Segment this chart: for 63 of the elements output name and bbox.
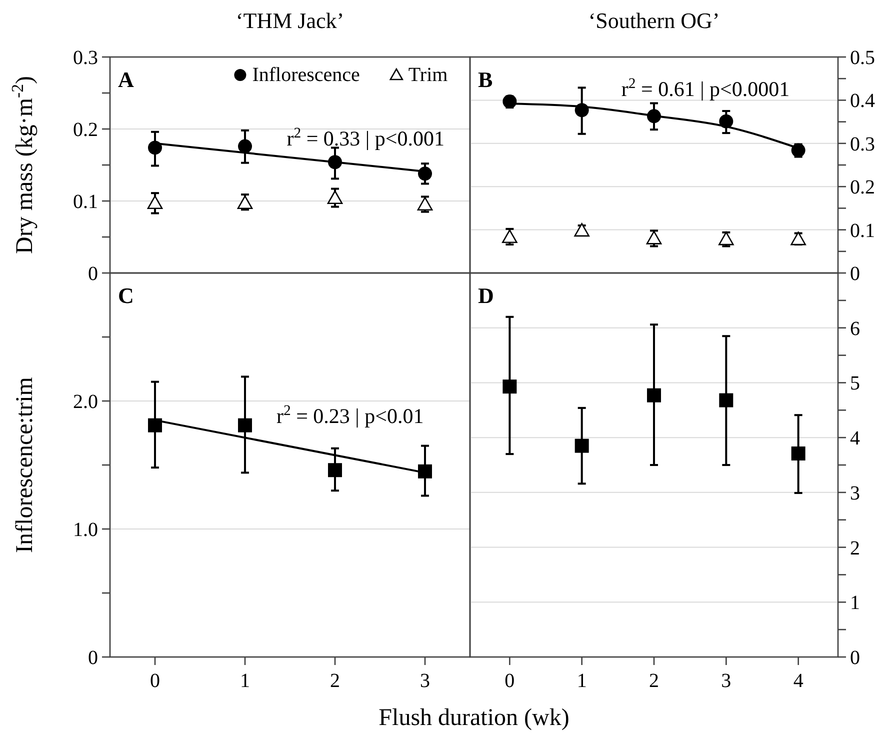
legend-label: Inflorescence xyxy=(252,64,360,86)
y-tick-label: 0 xyxy=(850,647,860,669)
point xyxy=(418,166,432,181)
x-tick-label: 4 xyxy=(793,670,804,692)
annotation: r$^{2}$ = 0.33 | p<0.001 xyxy=(286,126,444,151)
y-tick-label: 0.5 xyxy=(850,47,875,69)
annotation: A xyxy=(118,67,134,92)
y-tick-label: 5 xyxy=(850,372,860,395)
point xyxy=(718,232,734,246)
annotation: C xyxy=(118,283,134,308)
point xyxy=(791,446,806,460)
point xyxy=(647,388,661,402)
y-tick-label: 0.3 xyxy=(850,133,875,156)
point xyxy=(790,232,806,246)
point xyxy=(502,380,517,394)
y-tick-label: 3 xyxy=(850,482,860,504)
y-tick-label: 2.0 xyxy=(73,391,98,413)
x-tick-label: 2 xyxy=(330,670,340,692)
x-tick-label: 0 xyxy=(150,670,160,692)
y-tick-label: 0.2 xyxy=(850,176,875,199)
point xyxy=(502,229,518,244)
x-tick-label: 1 xyxy=(576,670,587,692)
point xyxy=(574,438,589,453)
point xyxy=(147,196,163,210)
point xyxy=(148,418,162,432)
x-tick-label: 2 xyxy=(649,670,659,692)
annotation: r$^{2}$ = 0.61 | p<0.0001 xyxy=(621,76,790,101)
y-axis-title: Inflorescence:trim xyxy=(12,376,38,553)
y-tick-label: 0 xyxy=(850,263,860,285)
point xyxy=(327,190,343,204)
y-tick-label: 0 xyxy=(88,647,98,669)
y-tick-label: 0.1 xyxy=(850,220,875,242)
point xyxy=(646,230,662,244)
y-tick-label: 0.1 xyxy=(73,191,98,213)
chart-title: ‘THM Jack’ xyxy=(236,8,344,33)
point xyxy=(719,393,734,408)
point xyxy=(328,463,342,478)
point xyxy=(417,196,433,210)
point xyxy=(237,196,253,210)
y-tick-label: 0.2 xyxy=(73,119,98,141)
annotation: D xyxy=(478,283,494,308)
x-tick-label: 0 xyxy=(504,670,515,692)
y-tick-label: 0.4 xyxy=(850,90,875,112)
point xyxy=(418,464,432,478)
legend-label: Trim xyxy=(408,64,448,86)
x-tick-label: 3 xyxy=(420,670,430,692)
point xyxy=(238,418,252,432)
x-axis-title: Flush duration (wk) xyxy=(378,705,570,731)
y-tick-label: 1.0 xyxy=(73,519,98,541)
y-tick-label: 2 xyxy=(850,537,860,560)
y-tick-label: 0.3 xyxy=(73,47,98,69)
y-tick-label: 6 xyxy=(850,318,860,340)
y-tick-label: 1 xyxy=(850,592,860,614)
point xyxy=(574,223,590,237)
point xyxy=(238,139,252,154)
x-tick-label: 3 xyxy=(721,670,732,692)
x-tick-label: 1 xyxy=(240,670,250,692)
chart-title: ‘Southern OG’ xyxy=(588,8,720,33)
y-tick-label: 0 xyxy=(88,263,98,285)
point xyxy=(148,140,162,155)
annotation: B xyxy=(478,67,493,92)
y-tick-label: 4 xyxy=(850,428,860,450)
annotation: r$^{2}$ = 0.23 | p<0.01 xyxy=(276,402,424,428)
